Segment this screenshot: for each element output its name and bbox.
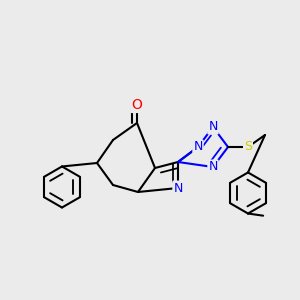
Text: N: N bbox=[208, 160, 218, 173]
Text: N: N bbox=[193, 140, 203, 154]
Text: N: N bbox=[173, 182, 183, 194]
Text: S: S bbox=[244, 140, 252, 154]
Text: O: O bbox=[132, 98, 142, 112]
Text: N: N bbox=[208, 121, 218, 134]
